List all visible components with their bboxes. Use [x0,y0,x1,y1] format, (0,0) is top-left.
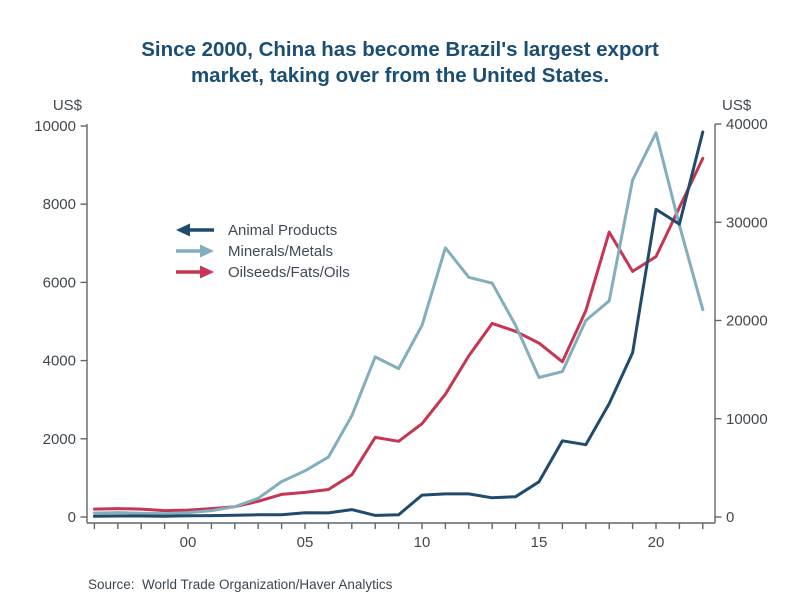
right-axis-tick-label: 0 [726,509,734,526]
legend-right-arrow-icon [200,265,214,279]
x-axis-tick-label: 00 [180,534,197,551]
x-axis-tick-label: 10 [414,534,431,551]
x-axis-tick-label: 05 [297,534,314,551]
legend-item-minerals-metals: Minerals/Metals [176,243,333,260]
legend-label-animal-products: Animal Products [228,222,337,239]
legend-right-arrow-icon [200,244,214,258]
right-axis-tick-label: 20000 [726,313,768,330]
legend-left-arrow-icon [176,223,190,237]
right-axis-tick-label: 10000 [726,411,768,428]
left-axis-tick-label: 2000 [43,431,76,448]
series-line-oilseeds-fats-oils [92,156,705,513]
series-line-minerals-metals [92,131,705,516]
right-axis-unit-label: US$ [722,97,752,114]
series-lines [92,130,705,518]
chart-title-line1: Since 2000, China has become Brazil's la… [141,38,659,61]
series-line-animal-products [92,130,705,518]
legend-label-minerals-metals: Minerals/Metals [228,243,333,260]
x-axis-tick-label: 20 [648,534,665,551]
legend-item-oilseeds-fats-oils: Oilseeds/Fats/Oils [176,264,350,281]
source-note: Source: World Trade Organization/Haver A… [88,577,393,592]
left-axis-tick-label: 10000 [34,118,76,135]
chart-title-line2: market, taking over from the United Stat… [191,64,609,87]
x-axis-tick-label: 15 [531,534,548,551]
left-axis-tick-label: 6000 [43,274,76,291]
left-axis-tick-label: 4000 [43,353,76,370]
right-axis-tick-label: 40000 [726,116,768,133]
right-axis-tick-label: 30000 [726,214,768,231]
left-axis-unit-label: US$ [53,97,83,114]
left-axis-tick-label: 8000 [43,196,76,213]
left-axis-tick-label: 0 [68,509,76,526]
legend: Animal Products Minerals/Metals Oilseeds… [176,222,350,281]
legend-item-animal-products: Animal Products [176,222,337,239]
axes: 0200040006000800010000010000200003000040… [34,116,767,551]
legend-label-oilseeds-fats-oils: Oilseeds/Fats/Oils [228,264,350,281]
